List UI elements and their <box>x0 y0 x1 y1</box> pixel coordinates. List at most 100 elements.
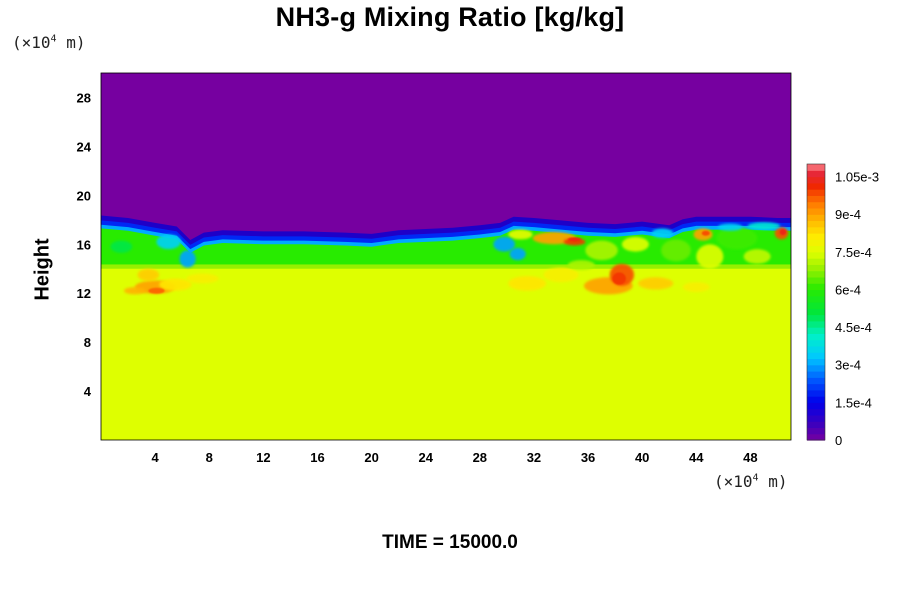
y-axis-ticks: 4 8 12 16 20 24 28 <box>77 90 92 399</box>
turbulent-patch <box>661 239 691 262</box>
colorbar-band <box>807 314 825 322</box>
x-tick-label: 8 <box>206 450 213 465</box>
colorbar-band <box>807 201 825 209</box>
colorbar-band <box>807 308 825 316</box>
colorbar-tick-label: 1.5e-4 <box>835 395 872 410</box>
turbulent-patch <box>638 277 674 290</box>
heatmap-field <box>100 72 792 441</box>
y-tick-label: 28 <box>77 90 91 105</box>
turbulent-patch <box>567 260 595 270</box>
turbulent-patch <box>747 222 781 230</box>
x-tick-label: 16 <box>310 450 324 465</box>
colorbar-band <box>807 207 825 215</box>
colorbar-band <box>807 245 825 253</box>
colorbar-band <box>807 383 825 391</box>
colorbar-band <box>807 371 825 378</box>
colorbar-band <box>807 421 825 429</box>
turbulent-patch <box>716 227 758 250</box>
colorbar-band <box>807 358 825 366</box>
x-tick-label: 4 <box>152 450 160 465</box>
x-axis-ticks: 4 8 12 16 20 24 28 32 36 40 44 48 <box>152 450 758 465</box>
colorbar-band <box>807 220 825 228</box>
colorbar-frame <box>806 163 826 441</box>
x-tick-label: 12 <box>256 450 270 465</box>
turbulent-patch <box>137 268 160 281</box>
x-tick-label: 28 <box>473 450 487 465</box>
colorbar-band <box>807 295 825 303</box>
colorbar-band <box>807 352 825 360</box>
colorbar-band <box>807 270 825 278</box>
colorbar-band <box>807 345 825 353</box>
turbulent-patch <box>696 244 724 269</box>
colorbar-band <box>807 251 825 259</box>
colorbar-band <box>807 258 825 265</box>
colorbar-band <box>807 327 825 334</box>
x-tick-label: 48 <box>743 450 757 465</box>
y-tick-label: 24 <box>77 139 92 154</box>
colorbar-band <box>807 239 825 247</box>
colorbar-band <box>807 214 825 222</box>
x-tick-label: 36 <box>581 450 595 465</box>
colorbar-band <box>807 427 825 435</box>
colorbar-band <box>807 408 825 416</box>
colorbar-band <box>807 389 825 397</box>
x-tick-label: 44 <box>689 450 704 465</box>
x-tick-label: 20 <box>364 450 378 465</box>
colorbar-band <box>807 339 825 347</box>
turbulent-patch <box>110 240 133 253</box>
colorbar-band <box>807 414 825 422</box>
colorbar-ticks: 0 1.5e-4 3e-4 4.5e-4 6e-4 7.5e-4 9e-4 1.05e-3 <box>835 170 879 448</box>
colorbar-band <box>807 320 825 328</box>
colorbar <box>806 163 826 441</box>
colorbar-tick-label: 3e-4 <box>835 358 861 373</box>
colorbar-band <box>807 195 825 203</box>
colorbar-tick-label: 0 <box>835 433 842 448</box>
colorbar-band <box>807 182 825 190</box>
plot-frame <box>100 72 792 441</box>
colorbar-band <box>807 164 825 171</box>
turbulent-patch <box>159 278 192 291</box>
y-axis-unit: (×104 m) <box>12 33 86 52</box>
y-tick-label: 4 <box>84 384 92 399</box>
turbulent-patch <box>651 228 674 239</box>
colorbar-band <box>807 276 825 284</box>
colorbar-band <box>807 289 825 297</box>
y-tick-label: 8 <box>84 335 91 350</box>
colorbar-band <box>807 283 825 291</box>
turbulent-patch <box>717 223 743 231</box>
turbulent-patch <box>508 276 547 291</box>
turbulent-patch <box>621 236 649 252</box>
colorbar-tick-label: 6e-4 <box>835 282 861 297</box>
y-tick-label: 20 <box>77 188 91 203</box>
turbulent-patch <box>493 236 515 252</box>
chart-title: NH3-g Mixing Ratio [kg/kg] <box>275 2 625 32</box>
turbulent-patch <box>682 282 710 292</box>
turbulent-patch <box>124 287 146 295</box>
turbulent-patch <box>179 250 196 268</box>
turbulent-patch <box>585 240 618 261</box>
x-tick-label: 40 <box>635 450 649 465</box>
colorbar-band <box>807 364 825 372</box>
colorbar-tick-label: 1.05e-3 <box>835 170 879 185</box>
turbulent-core <box>779 228 787 236</box>
time-label: TIME = 15000.0 <box>382 532 518 553</box>
colorbar-tick-label: 4.5e-4 <box>835 320 872 335</box>
x-tick-label: 32 <box>527 450 541 465</box>
colorbar-tick-label: 7.5e-4 <box>835 245 872 260</box>
colorbar-band <box>807 433 825 441</box>
colorbar-band <box>807 333 825 341</box>
colorbar-band <box>807 264 825 272</box>
turbulent-core <box>148 287 165 294</box>
y-tick-label: 16 <box>77 237 91 252</box>
turbulent-core <box>567 237 582 242</box>
turbulent-patch <box>543 267 579 283</box>
colorbar-band <box>807 233 825 240</box>
turbulent-patch <box>186 273 219 284</box>
colorbar-band <box>807 189 825 196</box>
colorbar-band <box>807 302 825 309</box>
colorbar-band <box>807 170 825 178</box>
colorbar-tick-label: 9e-4 <box>835 207 861 222</box>
turbulent-core <box>701 230 710 236</box>
turbulent-patch <box>156 234 181 250</box>
turbulent-core <box>612 272 626 285</box>
